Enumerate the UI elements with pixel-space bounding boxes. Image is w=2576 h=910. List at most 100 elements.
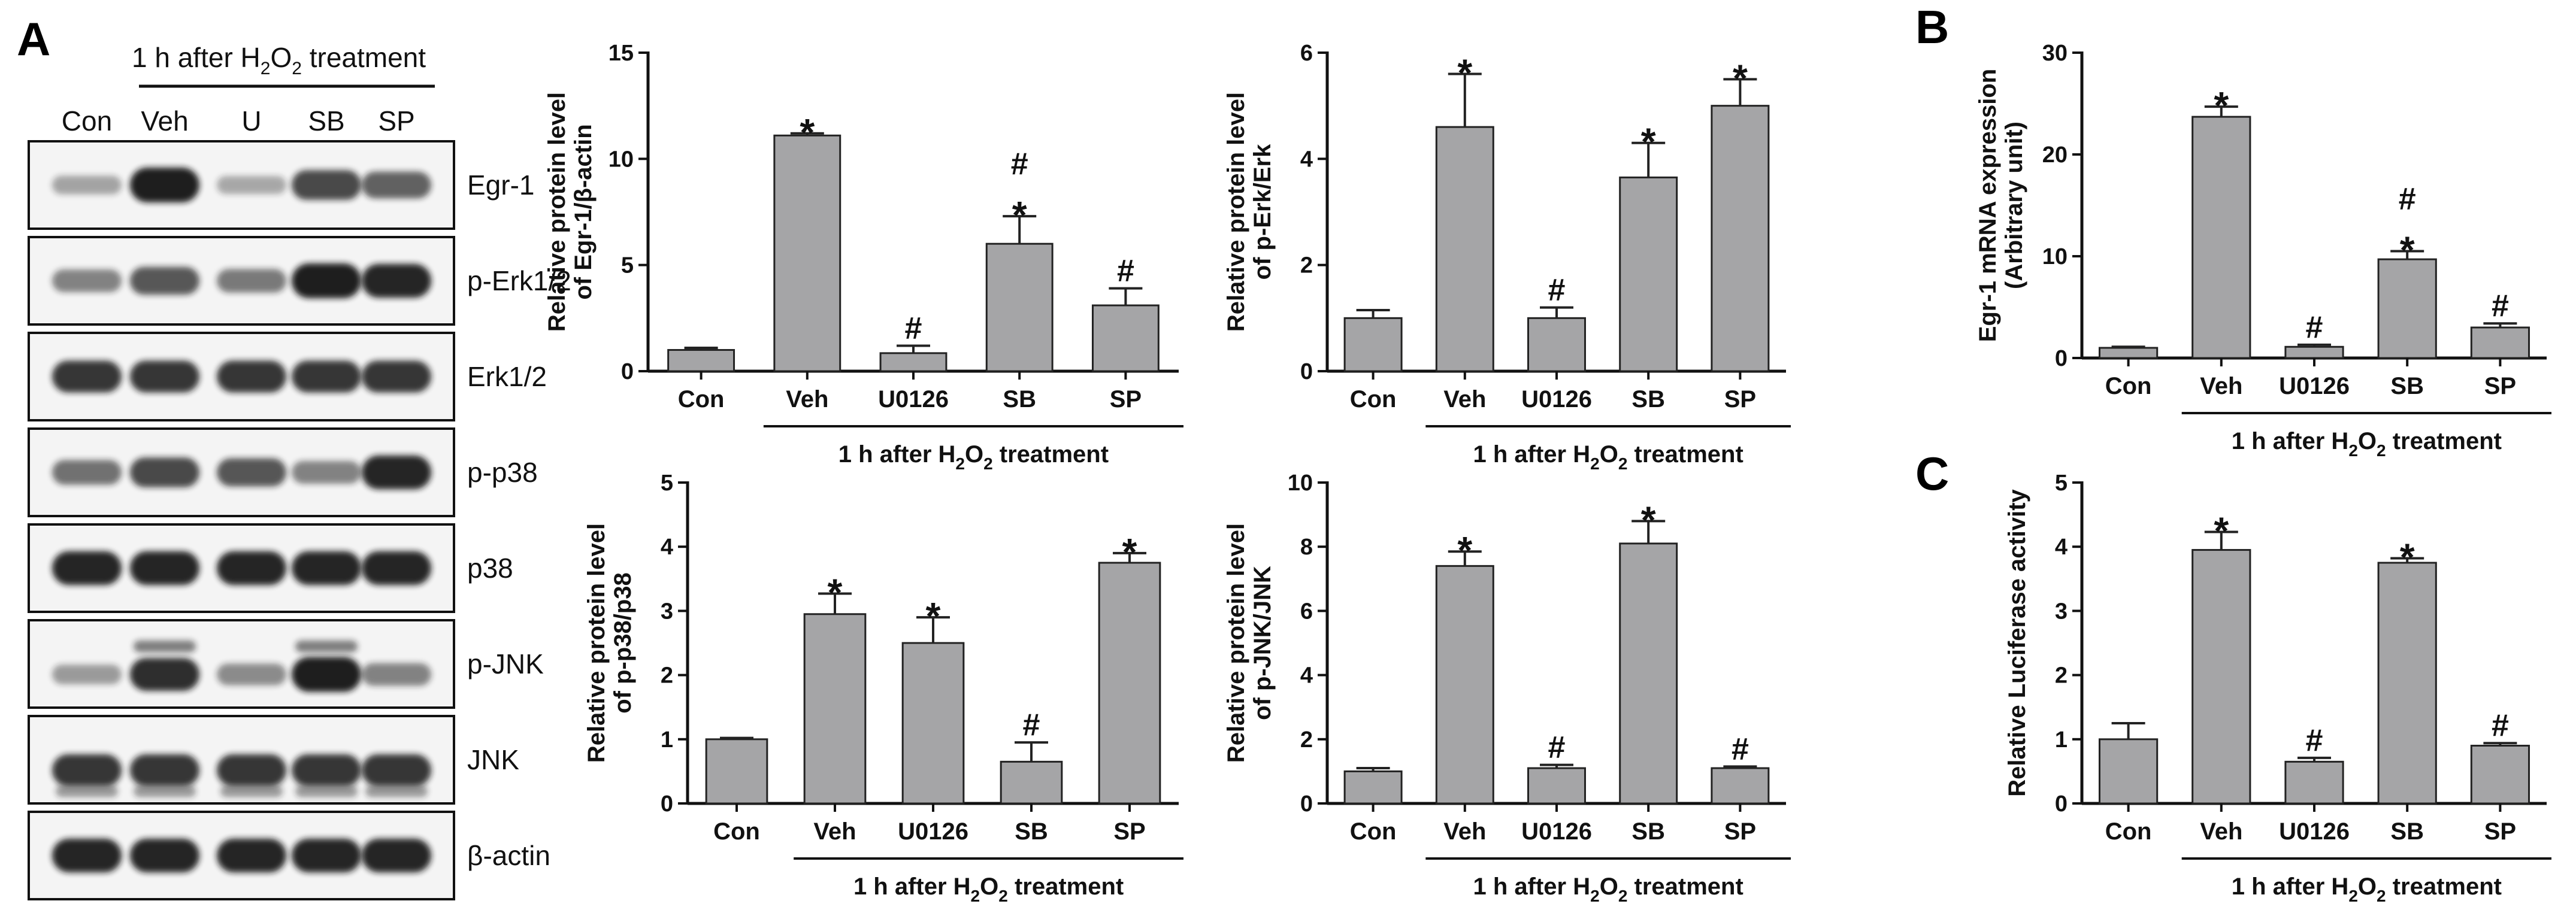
- blot-band: [362, 754, 431, 787]
- bar-sb: [1619, 176, 1678, 372]
- blot-row: JNK: [28, 715, 519, 805]
- sig-star: *: [2400, 535, 2415, 578]
- x-tick-label: Con: [713, 818, 760, 845]
- y-tick-label: 6: [1300, 41, 1313, 66]
- y-tick-label: 10: [2042, 244, 2068, 269]
- y-tick-label: 0: [1300, 791, 1313, 817]
- blot-band: [217, 754, 286, 787]
- blot-protein-label: JNK: [467, 744, 519, 775]
- sig-star: *: [2400, 229, 2415, 272]
- western-blot-header: 1 h after H2O2 treatment: [132, 42, 435, 88]
- bar-veh: [2191, 116, 2251, 359]
- x-tick-label: U0126: [898, 818, 968, 845]
- bar-con: [2098, 347, 2159, 359]
- blot-band: [52, 838, 122, 873]
- blot-band: [130, 266, 199, 295]
- bar-u0126: [1527, 317, 1586, 372]
- blot-band: [292, 461, 361, 484]
- bar-sb: [2377, 562, 2437, 805]
- group-label: 1 h after H2O2 treatment: [839, 441, 1109, 473]
- x-tick-label: SP: [2484, 373, 2516, 399]
- y-tick-label: 4: [1300, 663, 1313, 688]
- panel-label-b: B: [1915, 1, 1949, 53]
- blot-band: [52, 551, 122, 586]
- bar-con: [1343, 317, 1403, 372]
- wb-lane-sp: SP: [378, 105, 414, 136]
- chart-pp38: 0 1 2 3 4 5 Relative protein level of p-p38/p38…: [583, 471, 1183, 905]
- blot-band: [362, 551, 431, 586]
- sig-hash: #: [1732, 732, 1749, 766]
- y-tick-label: 10: [1288, 471, 1313, 496]
- x-tick-label: SB: [1015, 818, 1048, 845]
- blot-row: p-JNK: [28, 619, 544, 709]
- sig-star: *: [1122, 530, 1137, 574]
- bar-sp: [1091, 304, 1160, 372]
- blot-band-secondary: [365, 785, 428, 797]
- sig-hash: #: [1023, 708, 1040, 742]
- blot-protein-label: p38: [467, 553, 513, 584]
- sig-star: *: [1457, 51, 1472, 94]
- y-tick-label: 15: [609, 41, 634, 66]
- y-tick-label: 2: [2055, 663, 2068, 688]
- x-tick-label: SP: [1724, 818, 1756, 845]
- sig-hash: #: [2306, 723, 2323, 758]
- x-tick-label: U0126: [2279, 818, 2350, 845]
- bar-u0126: [901, 642, 965, 805]
- bar-sb: [1619, 542, 1678, 805]
- y-tick-label: 5: [661, 471, 673, 496]
- x-tick-label: Con: [1350, 386, 1397, 412]
- blot-row: β-actin: [28, 811, 550, 900]
- sig-star: *: [1733, 56, 1748, 99]
- bar-con: [667, 349, 735, 372]
- x-tick-label: Veh: [786, 386, 828, 412]
- sig-hash: #: [2306, 310, 2323, 345]
- y-tick-label: 8: [1300, 535, 1313, 560]
- y-tick-label: 6: [1300, 599, 1313, 624]
- blot-band: [362, 663, 431, 686]
- blot-protein-label: p-p38: [467, 457, 538, 488]
- blot-protein-label: Erk1/2: [467, 361, 547, 392]
- y-tick-label: 5: [621, 253, 634, 278]
- blot-band: [217, 360, 286, 393]
- sig-hash: #: [1011, 147, 1028, 181]
- y-tick-label: 0: [661, 791, 673, 817]
- blot-band: [52, 360, 122, 393]
- y-axis-title: of p-p38/p38: [610, 572, 636, 714]
- y-axis-title: Relative protein level: [1223, 92, 1249, 332]
- bar-u0126: [2284, 345, 2344, 359]
- sig-star: *: [800, 111, 815, 154]
- x-tick-label: Con: [678, 386, 725, 412]
- sig-hash: #: [1548, 730, 1566, 765]
- blot-band: [217, 838, 286, 873]
- blot-band: [362, 360, 431, 393]
- blot-band: [217, 175, 286, 195]
- y-tick-label: 20: [2042, 142, 2068, 168]
- blot-band: [130, 658, 199, 691]
- y-tick-label: 5: [2055, 471, 2068, 496]
- blot-band: [130, 167, 199, 203]
- x-tick-label: SP: [1110, 386, 1142, 412]
- y-axis-title: Relative Luciferase activity: [2004, 489, 2030, 796]
- y-tick-label: 3: [661, 599, 673, 624]
- x-tick-label: Veh: [1443, 818, 1486, 845]
- x-tick-label: SB: [2390, 818, 2424, 845]
- x-tick-label: SP: [1113, 818, 1145, 845]
- sig-star: *: [1457, 529, 1472, 572]
- panel-label-a: A: [17, 13, 50, 65]
- blot-band-secondary: [134, 640, 196, 653]
- chart-egr1-mrna: 0 10 20 30 Egr-1 mRNA expression (Arbitrary u…: [1975, 41, 2551, 460]
- blot-row: Egr-1: [28, 140, 534, 230]
- x-tick-label: Veh: [1443, 386, 1486, 412]
- x-tick-label: SP: [1724, 386, 1756, 412]
- y-tick-label: 4: [2055, 535, 2068, 560]
- y-tick-label: 3: [2055, 599, 2068, 624]
- sig-star: *: [2214, 509, 2229, 553]
- bar-veh: [2191, 549, 2251, 805]
- chart-pjnk: 0 2 4 6 8 10 Relative protein level of p-JNK/JN…: [1223, 471, 1791, 905]
- bar-con: [705, 738, 768, 805]
- wb-lane-veh: Veh: [141, 105, 188, 136]
- blot-band: [130, 551, 199, 586]
- sig-hash: #: [1117, 254, 1134, 289]
- bar-sb: [985, 242, 1054, 372]
